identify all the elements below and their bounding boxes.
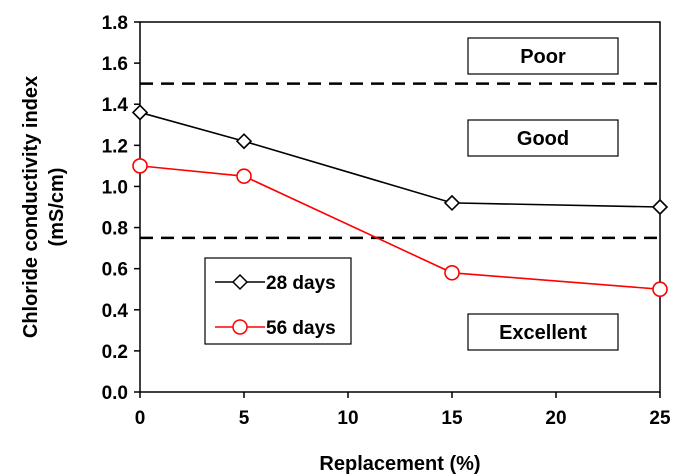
x-tick-label: 20 [545, 408, 566, 429]
y-axis-ticks: 0.0 0.2 0.4 0.6 0.8 1.0 1.2 1.4 1.6 1.8 [102, 13, 140, 404]
data-point-circle [444, 264, 460, 281]
x-tick-label: 25 [649, 408, 671, 429]
x-tick-label: 0 [135, 408, 146, 429]
y-tick-label: 0.0 [102, 383, 128, 404]
x-tick-label: 10 [337, 408, 358, 429]
y-tick-label: 0.4 [102, 301, 129, 322]
y-tick-label: 0.8 [102, 219, 128, 240]
y-tick-label: 1.4 [102, 95, 129, 116]
y-tick-label: 0.2 [102, 342, 128, 363]
circle-marker-icon [232, 319, 248, 335]
data-point-diamond [651, 198, 669, 216]
data-point-circle [652, 281, 668, 298]
y-tick-label: 1.6 [102, 54, 128, 75]
series-layer [131, 104, 669, 298]
x-axis-ticks: 0 5 10 15 20 25 [135, 392, 671, 429]
series-line-1 [139, 165, 661, 291]
threshold-lines [140, 82, 660, 240]
legend-label-28-days: 28 days [266, 273, 336, 294]
data-point-diamond [235, 133, 253, 150]
band-label-good-text: Good [517, 128, 569, 150]
x-tick-label: 15 [441, 408, 463, 429]
legend-item-56-days: 56 days [215, 318, 336, 339]
y-tick-label: 0.6 [102, 260, 128, 281]
x-axis-title: Replacement (%) [319, 453, 480, 475]
legend-box [204, 257, 352, 345]
y-tick-label: 1.2 [102, 136, 128, 157]
band-label-poor: Poor [467, 37, 619, 75]
data-point-circle [132, 158, 148, 174]
data-point-circle [236, 168, 252, 184]
band-label-excellent-text: Excellent [499, 322, 587, 344]
y-axis-title: Chloride conductivity index (mS/cm) [20, 76, 68, 338]
y-tick-label: 1.0 [102, 177, 128, 198]
legend-label-56-days: 56 days [266, 318, 336, 339]
legend-item-28-days: 28 days [215, 273, 336, 294]
y-tick-label: 1.8 [102, 13, 128, 34]
y-axis-title-line-1: Chloride conductivity index [20, 76, 42, 338]
band-label-poor-text: Poor [520, 46, 566, 68]
x-tick-label: 5 [239, 408, 250, 429]
data-point-diamond [131, 104, 149, 121]
band-label-excellent: Excellent [467, 313, 619, 351]
data-point-diamond [443, 194, 461, 212]
band-label-good: Good [467, 119, 619, 157]
legend: 28 days 56 days [204, 257, 352, 345]
y-axis-title-line-2: (mS/cm) [46, 168, 68, 247]
diamond-marker-icon [231, 273, 249, 291]
series-line-0 [139, 111, 661, 208]
